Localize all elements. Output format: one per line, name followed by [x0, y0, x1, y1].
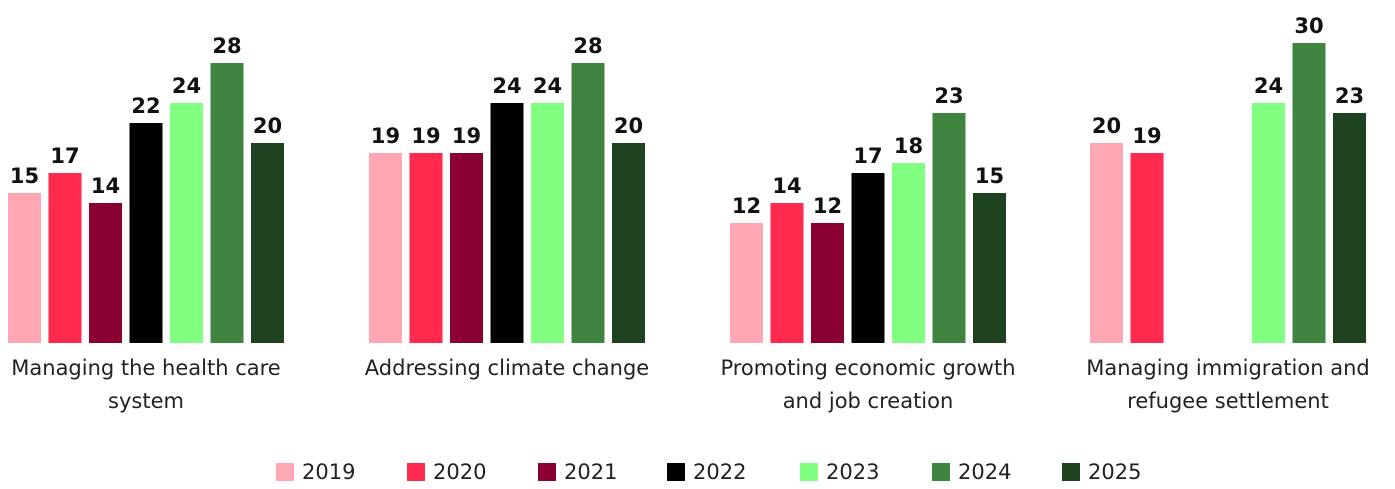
legend-swatch [800, 463, 818, 481]
bar [210, 63, 244, 343]
legend-item: 2022 [667, 460, 746, 484]
value-label: 14 [772, 174, 801, 198]
legend-label: 2022 [693, 460, 747, 484]
legend-swatch [667, 463, 685, 481]
bar [369, 153, 402, 343]
value-label: 24 [492, 74, 521, 98]
value-label: 22 [131, 94, 160, 118]
legend-swatch [538, 463, 556, 481]
bar [450, 153, 483, 343]
legend-label: 2025 [1088, 460, 1142, 484]
legend-item: 2019 [276, 460, 355, 484]
bar [170, 103, 203, 343]
bar [251, 143, 284, 343]
bar [48, 173, 82, 343]
value-label: 12 [732, 194, 761, 218]
category-label: Managing the health care system [11, 356, 281, 413]
legend-label: 2024 [958, 460, 1012, 484]
value-label: 19 [411, 124, 440, 148]
legend-item: 2024 [932, 460, 1011, 484]
legend-item: 2023 [800, 460, 879, 484]
bar [973, 193, 1006, 343]
value-label: 19 [452, 124, 481, 148]
value-label: 20 [1092, 114, 1121, 138]
bar [612, 143, 645, 343]
legend-item: 2020 [407, 460, 486, 484]
legend-label: 2020 [433, 460, 487, 484]
category-label: Addressing climate change [364, 356, 650, 380]
bar [730, 223, 763, 343]
value-label: 28 [212, 34, 241, 58]
value-label: 20 [614, 114, 643, 138]
bar [851, 173, 885, 343]
bar [571, 63, 605, 343]
value-label: 24 [1254, 74, 1283, 98]
legend-label: 2023 [826, 460, 880, 484]
bar [531, 103, 564, 343]
category-label: Promoting economic growth and job creati… [720, 356, 1016, 413]
value-label: 14 [91, 174, 120, 198]
value-label: 15 [10, 164, 39, 188]
legend-swatch [276, 463, 294, 481]
value-label: 24 [172, 74, 201, 98]
value-label: 19 [371, 124, 400, 148]
value-label: 24 [533, 74, 562, 98]
legend-item: 2025 [1062, 460, 1141, 484]
category-label: Managing immigration and refugee settlem… [1086, 356, 1370, 413]
value-label: 30 [1294, 14, 1323, 38]
bar [932, 113, 966, 343]
bar [811, 223, 844, 343]
bar [490, 103, 524, 343]
bar [1130, 153, 1164, 343]
value-label: 12 [813, 194, 842, 218]
bar [409, 153, 443, 343]
value-label: 17 [50, 144, 79, 168]
legend-item: 2021 [538, 460, 617, 484]
value-label: 23 [1335, 84, 1364, 108]
value-label: 23 [934, 84, 963, 108]
bar [89, 203, 122, 343]
value-label: 18 [894, 134, 923, 158]
bar [892, 163, 925, 343]
bar [129, 123, 163, 343]
bar [1090, 143, 1123, 343]
legend-label: 2019 [302, 460, 356, 484]
value-label: 20 [253, 114, 282, 138]
bar [770, 203, 804, 343]
bar [1252, 103, 1285, 343]
bar [1292, 43, 1326, 343]
bar [1333, 113, 1366, 343]
value-label: 19 [1132, 124, 1161, 148]
legend-swatch [932, 463, 950, 481]
bar [8, 193, 41, 343]
value-label: 17 [853, 144, 882, 168]
legend-label: 2021 [564, 460, 618, 484]
legend-swatch [1062, 463, 1080, 481]
legend-swatch [407, 463, 425, 481]
value-label: 15 [975, 164, 1004, 188]
value-label: 28 [573, 34, 602, 58]
